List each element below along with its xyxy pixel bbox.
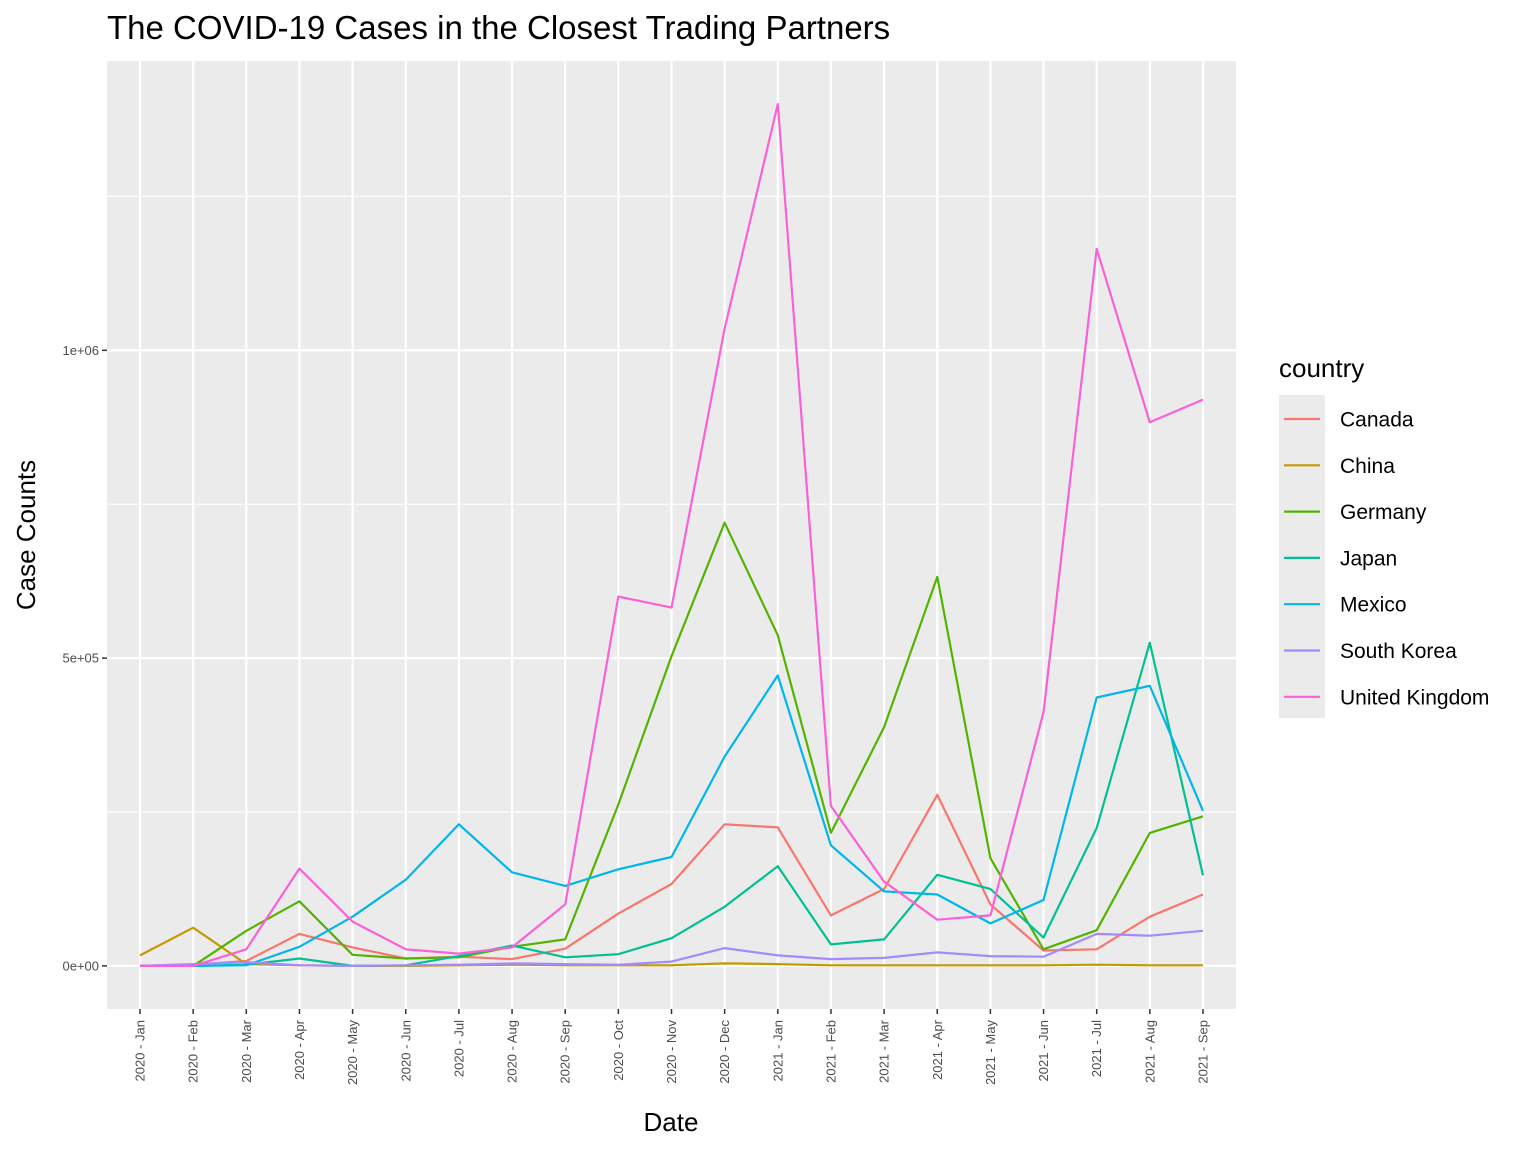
x-tick-label: 2021 - Mar: [877, 1019, 892, 1083]
legend-label-south-korea: South Korea: [1340, 640, 1457, 663]
x-axis-title: Date: [644, 1107, 699, 1137]
y-axis-title: Case Counts: [11, 460, 41, 610]
x-tick-label: 2020 - Nov: [664, 1020, 679, 1084]
x-tick-label: 2020 - May: [345, 1020, 360, 1086]
x-tick-label: 2021 - Sep: [1196, 1020, 1211, 1084]
legend-label-united-kingdom: United Kingdom: [1340, 686, 1489, 709]
legend-title: country: [1279, 353, 1364, 383]
legend: country Canada China Germany Japan Mexico Sou…: [1279, 353, 1489, 718]
x-tick-label: 2020 - Oct: [611, 1020, 626, 1081]
series-line-united-kingdom: [140, 102, 1204, 968]
x-tick-label: 2020 - Apr: [292, 1019, 307, 1080]
x-tick-label: 2020 - Aug: [505, 1020, 520, 1083]
chart-title: The COVID-19 Cases in the Closest Tradin…: [107, 9, 890, 46]
x-tick-label: 2021 - Aug: [1142, 1020, 1157, 1083]
major-gridlines: [107, 61, 1236, 1009]
x-tick-label: 2020 - Mar: [239, 1019, 254, 1083]
x-tick-label: 2021 - Apr: [930, 1019, 945, 1080]
x-tick-label: 2020 - Feb: [186, 1020, 201, 1083]
x-tick-label: 2021 - Jul: [1089, 1020, 1104, 1077]
x-tick-label: 2020 - Sep: [558, 1020, 573, 1084]
x-tick-label: 2020 - Jan: [133, 1020, 148, 1081]
y-tick-label: 0e+00: [62, 958, 99, 973]
series-line-canada: [139, 793, 1204, 967]
series-line-mexico: [140, 674, 1205, 968]
legend-key-panel: [1279, 395, 1325, 718]
y-tick-label: 1e+06: [62, 343, 99, 358]
x-tick-label: 2020 - Jun: [398, 1020, 413, 1081]
y-tick-label: 5e+05: [62, 651, 99, 666]
series-line-germany: [140, 521, 1204, 968]
x-tick-label: 2021 - Jun: [1036, 1020, 1051, 1081]
legend-label-japan: Japan: [1340, 547, 1397, 570]
x-tick-label: 2020 - Jul: [451, 1020, 466, 1077]
x-tick-label: 2020 - Dec: [717, 1020, 732, 1084]
x-tick-label: 2021 - Jan: [770, 1020, 785, 1081]
legend-label-china: China: [1340, 455, 1395, 478]
y-axis: 0e+00 5e+05 1e+06: [62, 343, 107, 973]
legend-label-canada: Canada: [1340, 409, 1414, 432]
x-axis: 2020 - Jan 2020 - Feb 2020 - Mar 2020 - Apr…: [133, 1009, 1211, 1085]
series-line-japan: [140, 641, 1205, 968]
legend-label-germany: Germany: [1340, 501, 1427, 524]
x-tick-label: 2021 - May: [983, 1020, 998, 1086]
x-tick-label: 2021 - Feb: [823, 1020, 838, 1083]
legend-label-mexico: Mexico: [1340, 594, 1407, 617]
series-lines: [139, 102, 1205, 968]
series-line-south-korea: [139, 929, 1204, 968]
